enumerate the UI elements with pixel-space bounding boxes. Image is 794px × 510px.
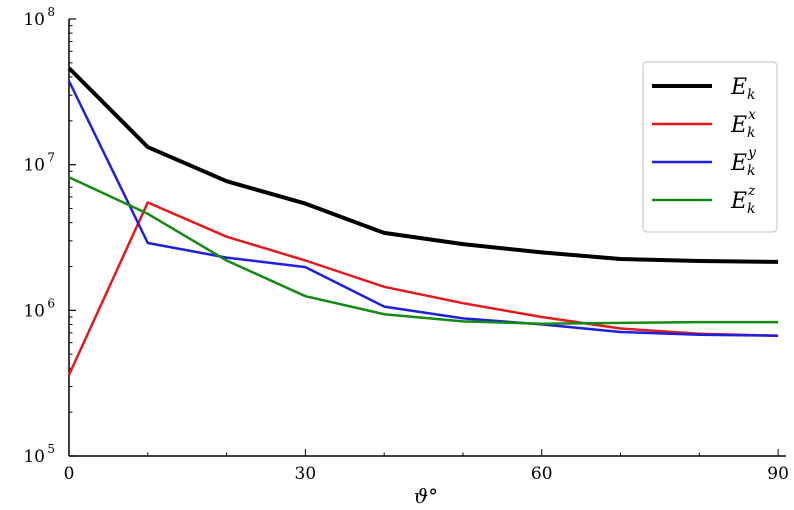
axes: 10 510 610 710 80 30 60 90	[23, 5, 789, 484]
legend-superscript: y	[747, 145, 757, 161]
x-axis-title: ϑ°	[414, 484, 438, 508]
y-tick-exponent: 6	[47, 296, 55, 310]
series-line-Ekz	[68, 176, 779, 325]
y-tick-label: 10	[23, 301, 45, 321]
x-tick-label: 90	[767, 464, 789, 484]
x-tick-label: 0	[64, 464, 75, 484]
x-tick-label: 60	[531, 464, 553, 484]
series-layer	[67, 66, 779, 376]
legend-label-Ekx: E	[730, 113, 747, 138]
legend-superscript: z	[747, 183, 756, 199]
y-tick-exponent: 7	[47, 151, 55, 165]
legend-box	[642, 61, 778, 233]
legend-label-Ekz: E	[730, 189, 747, 214]
y-tick-exponent: 8	[47, 5, 55, 19]
legend-subscript: k	[747, 125, 755, 141]
series-line-Ek	[67, 66, 779, 264]
legend-superscript: x	[748, 107, 756, 123]
x-tick-label: 30	[295, 464, 317, 484]
legend-subscript: k	[747, 201, 755, 217]
series-line-Eky	[67, 80, 779, 337]
legend-subscript: k	[747, 163, 755, 179]
y-tick-exponent: 5	[47, 442, 55, 456]
legend-subscript: k	[747, 87, 755, 103]
y-tick-label: 10	[23, 10, 45, 30]
legend-label-Eky: E	[730, 151, 747, 176]
y-tick-label: 10	[23, 447, 45, 467]
legend-label-Ek: E	[730, 75, 747, 100]
series-line-Ekx	[67, 201, 779, 376]
y-tick-label: 10	[23, 156, 45, 176]
